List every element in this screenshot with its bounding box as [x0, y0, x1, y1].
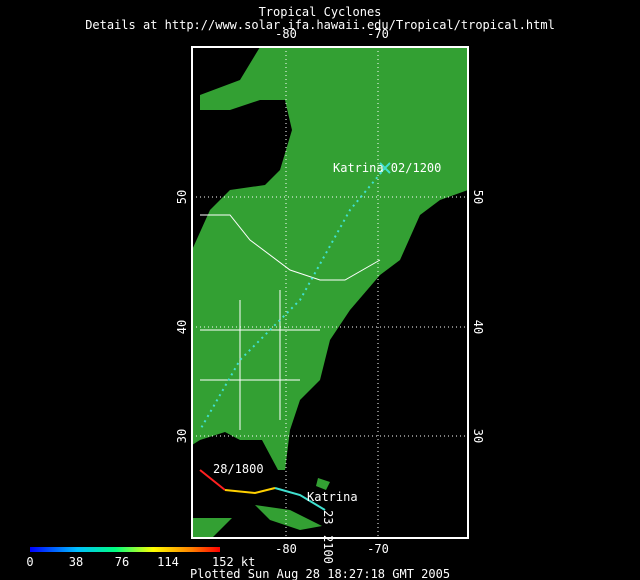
colorbar-label: 0: [26, 555, 33, 569]
lon-label: -70: [367, 542, 389, 556]
track: [199, 162, 391, 511]
lon-label: -80: [275, 542, 297, 556]
lat-label: 40: [471, 320, 485, 334]
lat-label: 50: [175, 190, 189, 204]
colorbar-label: 114: [157, 555, 179, 569]
lat-label: 30: [471, 429, 485, 443]
lon-label: -70: [367, 27, 389, 41]
lat-label: 40: [175, 320, 189, 334]
storm-label: 2100: [321, 535, 335, 564]
subtitle: Details at http://www.solar.ifa.hawaii.e…: [85, 18, 555, 32]
lon-label: -80: [275, 27, 297, 41]
storm-label: 23: [321, 510, 335, 524]
colorbar-label: 38: [69, 555, 83, 569]
title: Tropical Cyclones: [259, 5, 382, 19]
storm-label: 28/1800: [213, 462, 264, 476]
storm-label: Katrina: [307, 490, 358, 504]
storm-label: Katrina 02/1200: [333, 161, 441, 175]
lat-label: 50: [471, 190, 485, 204]
borders: [200, 214, 381, 430]
colorbar-label: 76: [115, 555, 129, 569]
colorbar-label: 152 kt: [212, 555, 255, 569]
footer: Plotted Sun Aug 28 18:27:18 GMT 2005: [190, 567, 450, 580]
land: [192, 47, 468, 538]
map-frame: [191, 46, 469, 539]
colorbar: [30, 547, 220, 552]
lat-label: 30: [175, 429, 189, 443]
